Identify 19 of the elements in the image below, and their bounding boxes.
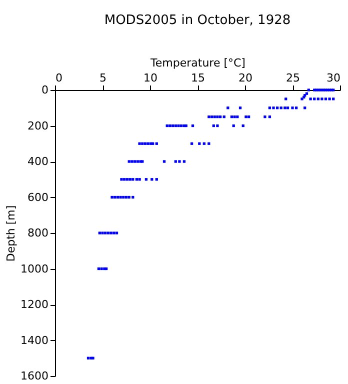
x-tick-label: 20 [238,72,252,84]
chart-title: MODS2005 in October, 1928 [104,13,291,28]
x-tick-label: 15 [191,72,205,84]
y-tick-label: 1600 [20,370,48,382]
y-tick-label: 1200 [20,298,48,311]
x-tick-label: 25 [286,72,300,84]
y-tick-label: 200 [28,119,48,132]
x-tick-label: 0 [56,72,62,84]
y-tick-label: 1400 [20,334,48,347]
y-tick-label: 1000 [20,262,48,276]
y-axis-title: Depth [m] [4,205,18,262]
x-tick-label: 5 [100,72,106,84]
y-tick-label: 400 [28,155,48,168]
x-axis-title: Temperature [°C] [150,56,246,70]
x-tick-label: 30 [326,72,340,84]
x-tick-label: 10 [144,72,158,84]
y-tick-label: 800 [28,226,48,240]
y-tick-label: 0 [42,84,48,96]
y-tick-label: 600 [28,190,48,204]
